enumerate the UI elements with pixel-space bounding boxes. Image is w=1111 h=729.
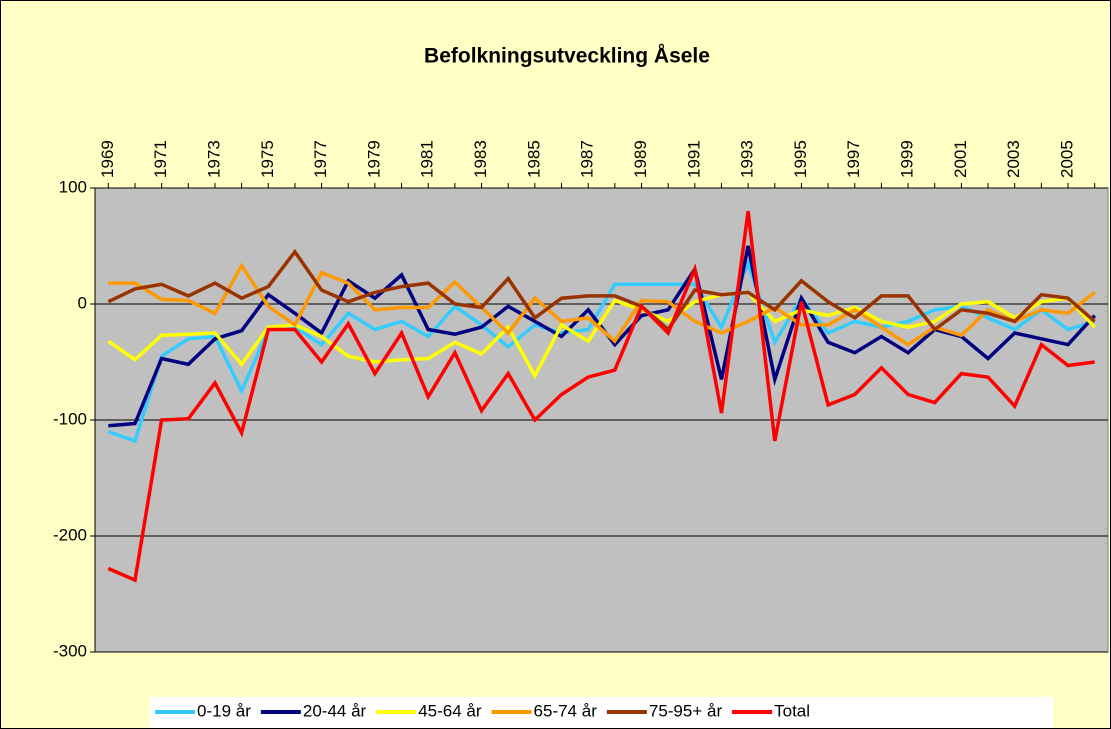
x-tick-label: 1991 xyxy=(684,140,703,178)
x-tick-label: 1989 xyxy=(631,140,650,178)
x-tick-label: 1995 xyxy=(791,140,810,178)
x-tick-label: 1985 xyxy=(524,140,543,178)
x-tick-label: 1987 xyxy=(578,140,597,178)
legend-label: 75-95+ år xyxy=(649,701,723,720)
x-tick-label: 1993 xyxy=(738,140,757,178)
legend-label: 20-44 år xyxy=(303,701,367,720)
x-tick-label: 1997 xyxy=(844,140,863,178)
x-tick-label: 1979 xyxy=(364,140,383,178)
y-tick-label: -300 xyxy=(53,641,87,660)
legend-label: 45-64 år xyxy=(418,701,482,720)
series-line xyxy=(108,262,1096,347)
y-tick-label: 0 xyxy=(78,293,87,312)
legend-label: 0-19 år xyxy=(197,701,251,720)
y-tick-label: -100 xyxy=(53,409,87,428)
series-line xyxy=(107,210,1095,583)
legend-label: Total xyxy=(774,701,810,720)
x-tick-label: 2003 xyxy=(1004,140,1023,178)
series-line xyxy=(107,248,1096,333)
x-tick-label: 1983 xyxy=(471,140,490,178)
chart-title: Befolkningsutveckling Åsele xyxy=(424,44,710,68)
x-tick-label: 1999 xyxy=(898,140,917,178)
x-tick-label: 2005 xyxy=(1057,140,1076,178)
y-tick-label: 100 xyxy=(59,177,87,196)
x-tick-label: 1975 xyxy=(258,140,277,178)
x-tick-label: 1981 xyxy=(418,140,437,178)
x-tick-label: 2001 xyxy=(951,140,970,178)
x-tick-label: 1971 xyxy=(151,140,170,178)
x-tick-label: 1977 xyxy=(311,140,330,178)
x-tick-label: 1973 xyxy=(204,140,223,178)
y-tick-label: -200 xyxy=(53,525,87,544)
legend-label: 65-74 år xyxy=(534,701,598,720)
x-tick-label: 1969 xyxy=(98,140,117,178)
